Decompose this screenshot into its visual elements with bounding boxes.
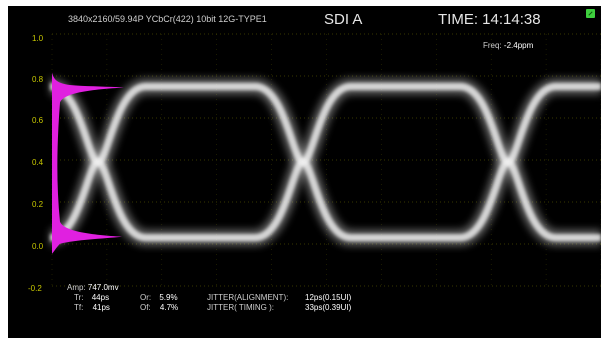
freq-value: -2.4ppm bbox=[503, 41, 534, 50]
frequency-readout: Freq: -2.4ppm bbox=[483, 41, 533, 50]
or-value: 5.9% bbox=[159, 293, 178, 302]
freq-label: Freq: bbox=[483, 41, 502, 50]
eye-diagram-plot bbox=[48, 33, 601, 287]
tr-readout: Tr: 44ps bbox=[74, 293, 109, 302]
amp-label: Amp: bbox=[67, 283, 86, 292]
jitter-timing-label: JITTER( TIMING ): bbox=[207, 303, 274, 312]
y-tick-label: 0.0 bbox=[32, 242, 44, 251]
y-tick-label: 0.8 bbox=[32, 75, 44, 84]
tf-readout: Tf: 41ps bbox=[74, 303, 110, 312]
input-name-label: SDI A bbox=[324, 11, 363, 28]
jitter-alignment-value: 12ps(0.15UI) bbox=[305, 293, 352, 302]
amp-readout: Amp: 747.0mv bbox=[67, 283, 119, 292]
video-format-label: 3840x2160/59.94P YCbCr(422) 10bit 12G-TY… bbox=[68, 14, 267, 24]
time-display: TIME: 14:14:38 bbox=[438, 11, 541, 28]
status-icon bbox=[586, 9, 595, 18]
y-tick-label: 0.2 bbox=[32, 200, 44, 209]
of-label: Of: bbox=[140, 303, 151, 312]
time-label: TIME: bbox=[438, 11, 478, 28]
jitter-alignment-label: JITTER(ALIGNMENT): bbox=[207, 293, 289, 302]
y-tick-label: 0.6 bbox=[32, 116, 44, 125]
of-readout: Of: 4.7% bbox=[140, 303, 178, 312]
or-label: Or: bbox=[140, 293, 152, 302]
eye-trace bbox=[49, 82, 601, 242]
tr-label: Tr: bbox=[74, 293, 84, 302]
time-value: 14:14:38 bbox=[482, 11, 541, 28]
amplitude-histogram bbox=[52, 72, 124, 254]
of-value: 4.7% bbox=[159, 303, 179, 312]
or-readout: Or: 5.9% bbox=[140, 293, 178, 302]
tf-label: Tf: bbox=[74, 303, 84, 312]
amp-value: 747.0mv bbox=[87, 283, 119, 292]
y-tick-label: -0.2 bbox=[28, 284, 42, 293]
tr-value: 44ps bbox=[91, 293, 110, 302]
jitter-timing-value: 33ps(0.39UI) bbox=[305, 303, 352, 312]
eye-traces bbox=[48, 78, 601, 246]
y-tick-label: 0.4 bbox=[32, 158, 44, 167]
y-tick-label: 1.0 bbox=[32, 34, 44, 43]
eye-pattern-display: 3840x2160/59.94P YCbCr(422) 10bit 12G-TY… bbox=[8, 6, 601, 338]
tf-value: 41ps bbox=[92, 303, 110, 312]
